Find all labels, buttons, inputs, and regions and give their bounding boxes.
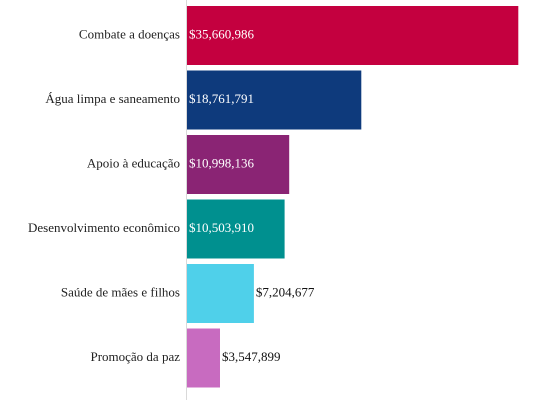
category-label-3: Desenvolvimento econômico (28, 220, 180, 235)
category-label-0: Combate a doenças (79, 26, 180, 41)
category-label-4: Saúde de mães e filhos (61, 284, 180, 299)
value-label-4: $7,204,677 (256, 284, 315, 299)
category-label-2: Apoio à educação (87, 155, 180, 170)
bar-4 (187, 264, 254, 323)
bar-1 (187, 70, 362, 130)
value-label-1: $18,761,791 (189, 91, 254, 106)
category-label-1: Água limpa e saneamento (45, 91, 180, 106)
value-label-3: $10,503,910 (189, 220, 254, 235)
bar-0 (187, 6, 519, 65)
bar-2 (187, 135, 290, 194)
value-label-5: $3,547,899 (222, 349, 281, 364)
value-label-0: $35,660,986 (189, 26, 255, 41)
value-label-2: $10,998,136 (189, 155, 255, 170)
bar-3 (187, 199, 285, 259)
bar-5 (187, 328, 220, 388)
category-label-5: Promoção da paz (90, 349, 180, 364)
